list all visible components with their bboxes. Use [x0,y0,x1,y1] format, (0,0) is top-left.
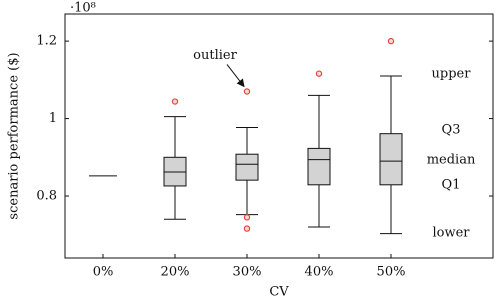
y-multiplier: ·10⁸ [70,1,96,16]
plot-frame [64,13,494,259]
box-part-label: upper [432,67,472,82]
y-tick-label: 1 [49,111,57,126]
x-tick-label: 20% [161,265,190,280]
x-tick-label: 0% [93,265,114,280]
outlier [387,37,395,45]
box [307,147,331,186]
box [235,153,259,181]
box [379,133,403,186]
box-part-label: Q1 [442,178,461,193]
outlier [243,214,251,221]
y-axis-label: scenario performance ($) [7,52,22,219]
x-tick-label: 50% [377,265,406,280]
box-part-label: lower [432,226,470,241]
outlier [315,70,323,77]
x-tick-label: 30% [233,265,262,280]
outlier [171,98,179,105]
outlier [243,225,251,232]
box-part-label: median [427,153,476,168]
x-axis-label: CV [269,285,289,300]
annotation: outlier [193,48,237,63]
x-tick-label: 40% [305,265,334,280]
box-part-label: Q3 [442,123,461,138]
y-tick-label: 1.2 [36,34,57,49]
y-tick-label: 0.8 [36,189,57,204]
annotation-arrow [226,64,245,88]
outlier [243,88,251,95]
